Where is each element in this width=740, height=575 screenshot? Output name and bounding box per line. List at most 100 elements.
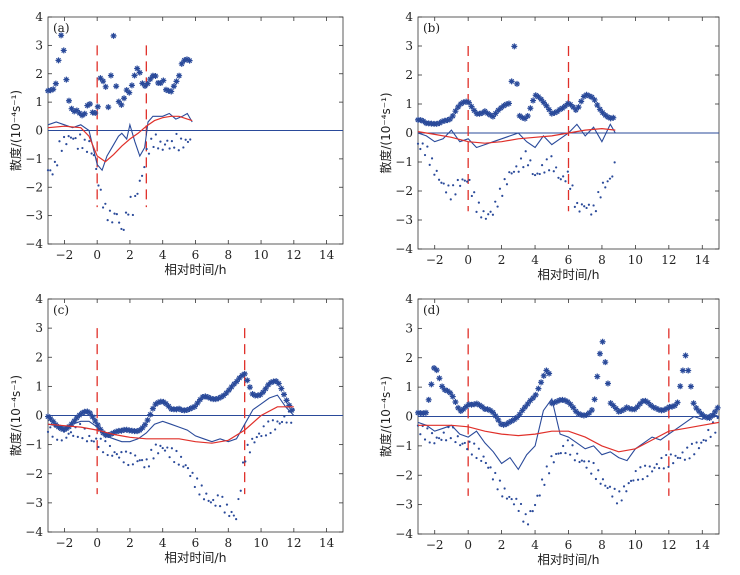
lower-dot-marker (216, 494, 219, 497)
lower-dot-marker (260, 434, 263, 438)
lower-dot-marker (674, 454, 677, 457)
upper-star-marker (522, 404, 529, 411)
lower-dot-marker (540, 164, 544, 167)
upper-star-marker (260, 389, 267, 396)
upper-star-marker (71, 417, 78, 424)
lower-dot-marker (529, 509, 532, 513)
y-axis-label: 散度/(10⁻⁴s⁻¹) (378, 376, 393, 457)
lower-dot-marker (562, 444, 565, 448)
lower-dot-marker (559, 452, 562, 455)
upper-star-marker (173, 406, 180, 413)
lower-dot-marker (512, 503, 516, 506)
lower-dot-marker (437, 437, 441, 440)
upper-star-marker (189, 404, 196, 411)
upper-star-marker (575, 410, 582, 417)
upper-star-marker (604, 380, 611, 387)
upper-star-marker (55, 57, 62, 64)
upper-star-marker (113, 83, 120, 90)
x-axis-label: 相对时间/h (164, 262, 226, 277)
lower-dot-marker (118, 221, 121, 224)
upper-star-marker (236, 375, 243, 382)
lower-dot-marker (634, 469, 637, 473)
lower-dot-marker (555, 452, 558, 456)
upper-star-marker (580, 93, 587, 100)
lower-dot-marker (145, 147, 148, 151)
lower-dot-marker (653, 466, 656, 469)
y-tick-label: 1 (405, 380, 413, 394)
lower-dot-marker (491, 213, 495, 216)
lower-dot-marker (271, 419, 274, 422)
upper-star-marker (73, 107, 80, 114)
upper-star-marker (671, 402, 678, 409)
lower-dot-marker (571, 444, 574, 447)
panel-c: −2 0 2 4 6 8 10 12 14−4−3−2−101234(c)相对时间/h散度/(1… (8, 292, 344, 565)
x-tick-label: −2 (426, 538, 444, 552)
lower-dot-marker (154, 133, 157, 136)
lower-dot-marker (143, 466, 146, 469)
y-tick-label: 3 (405, 39, 413, 53)
y-tick-label: −4 (395, 242, 413, 256)
x-axis-label: 相对时间/h (537, 267, 599, 282)
upper-star-marker (479, 109, 486, 116)
lower-dot-marker (111, 221, 114, 224)
lower-dot-marker (508, 495, 511, 499)
lower-dot-marker (594, 210, 598, 213)
lower-dot-marker (115, 213, 118, 216)
lower-dot-marker (611, 175, 614, 178)
lower-dot-marker (669, 453, 672, 456)
y-tick-label: 0 (35, 409, 43, 423)
upper-star-marker (73, 414, 80, 421)
lower-dot-marker (557, 176, 560, 179)
upper-star-marker (489, 409, 496, 416)
lower-dot-marker (161, 446, 164, 450)
upper-star-marker (455, 404, 462, 411)
x-tick-label: 6 (565, 538, 573, 552)
lower-dot-marker (639, 466, 642, 469)
lower-dot-marker (95, 167, 98, 171)
upper-star-marker (564, 100, 571, 107)
lower-dot-marker (601, 478, 605, 481)
upper-star-marker (223, 390, 230, 397)
lower-dot-marker (56, 164, 59, 167)
upper-star-marker (588, 407, 595, 414)
lower-dot-marker (186, 140, 190, 144)
upper-star-marker (123, 426, 130, 433)
lower-dot-marker (207, 499, 210, 502)
upper-star-marker (439, 118, 446, 125)
lower-dot-marker (524, 150, 527, 153)
y-tick-label: 3 (35, 38, 43, 52)
upper-star-marker (97, 426, 104, 433)
lower-dot-marker (182, 146, 185, 149)
x-tick-label: 2 (126, 248, 134, 262)
upper-star-marker (489, 113, 496, 120)
upper-star-marker (532, 92, 539, 99)
y-tick-label: −3 (395, 213, 413, 227)
lower-dot-marker (597, 469, 600, 472)
lower-dot-marker (590, 472, 593, 475)
upper-star-marker (449, 393, 456, 400)
upper-star-marker (463, 403, 470, 410)
upper-star-marker (71, 108, 78, 115)
lower-dot-marker (170, 139, 173, 143)
lower-dot-marker (646, 475, 649, 478)
upper-star-marker (602, 112, 609, 119)
lower-dot-marker (159, 444, 162, 448)
y-tick-label: −4 (25, 237, 43, 251)
lower-dot-marker (179, 455, 183, 458)
lower-dot-marker (487, 213, 490, 216)
upper-star-marker (147, 76, 154, 83)
lower-dot-marker (161, 148, 164, 151)
lower-dot-marker (120, 451, 123, 454)
upper-star-marker (578, 98, 585, 105)
lower-dot-marker (221, 495, 224, 498)
lower-dot-marker (503, 178, 506, 181)
upper-star-marker (60, 47, 67, 54)
lower-dot-marker (716, 416, 719, 420)
upper-star-marker (436, 375, 443, 382)
lower-dot-marker (175, 449, 178, 453)
upper-star-marker (165, 403, 172, 410)
lower-dot-marker (498, 187, 502, 190)
lower-dot-marker (505, 497, 509, 500)
upper-star-marker (191, 403, 198, 410)
